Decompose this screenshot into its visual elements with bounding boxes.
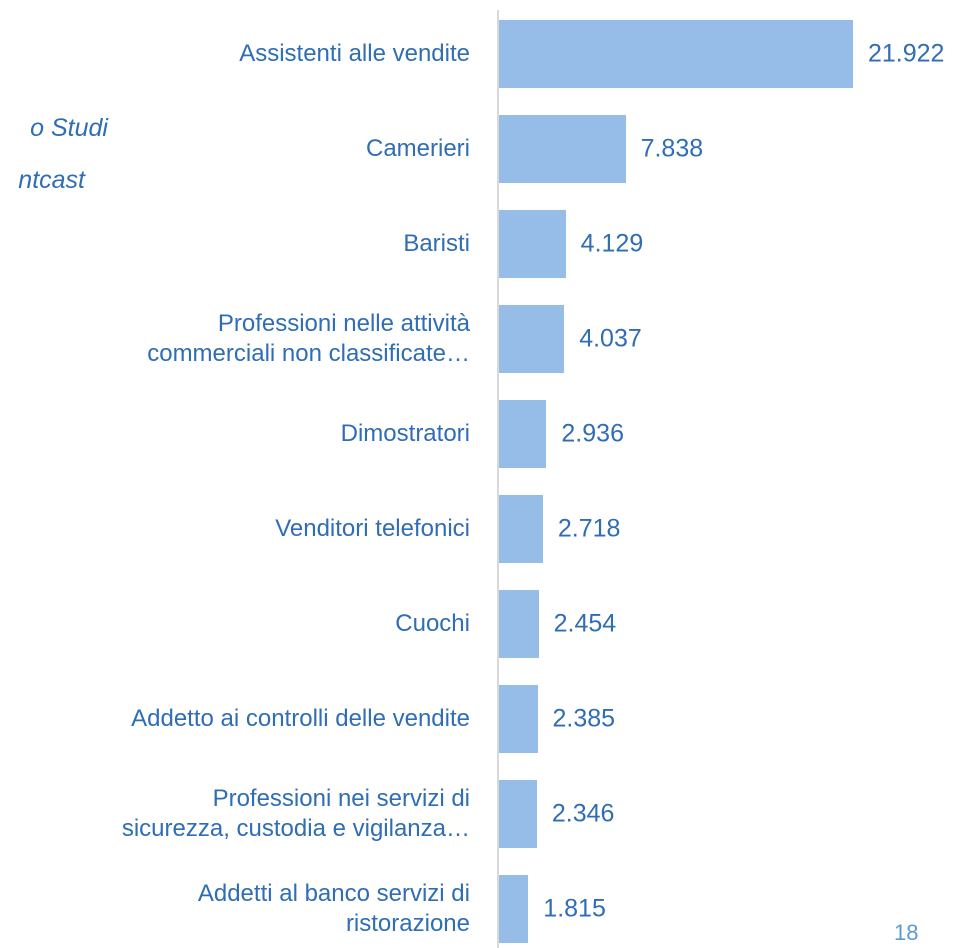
bar bbox=[499, 400, 547, 468]
bar bbox=[499, 875, 529, 943]
bar bbox=[499, 780, 537, 848]
value-label: 4.037 bbox=[579, 324, 642, 353]
category-label: Baristi bbox=[403, 230, 470, 257]
value-label: 2.936 bbox=[561, 419, 624, 448]
side-text: ntcast bbox=[18, 166, 85, 194]
category-label: Dimostratori bbox=[340, 420, 470, 447]
value-label: 7.838 bbox=[640, 134, 704, 163]
bar bbox=[499, 685, 538, 753]
category-label: Cuochi bbox=[395, 610, 470, 637]
value-label: 1.815 bbox=[543, 894, 606, 923]
value-label: 4.129 bbox=[580, 229, 644, 258]
value-label: 2.454 bbox=[553, 609, 617, 638]
bar bbox=[499, 495, 543, 563]
category-label: Professioni nelle attività commerciali n… bbox=[147, 310, 470, 367]
value-label: 21.922 bbox=[868, 39, 945, 68]
category-label: Professioni nei servizi di sicurezza, cu… bbox=[121, 785, 470, 842]
value-label: 2.718 bbox=[557, 514, 621, 543]
value-label: 2.385 bbox=[552, 704, 616, 733]
value-label: 2.346 bbox=[551, 799, 615, 828]
side-text: o Studi bbox=[30, 114, 108, 142]
category-label: Addetti al banco servizi di ristorazione bbox=[197, 880, 470, 937]
bar bbox=[499, 590, 539, 658]
bar bbox=[499, 305, 565, 373]
category-label: Camerieri bbox=[365, 135, 470, 162]
bar bbox=[499, 20, 853, 88]
axis-line bbox=[497, 10, 499, 948]
bar bbox=[499, 115, 626, 183]
category-label: Addetto ai controlli delle vendite bbox=[131, 705, 470, 732]
category-label: Assistenti alle vendite bbox=[239, 40, 470, 67]
page-number: 18 bbox=[894, 920, 919, 945]
bar bbox=[499, 210, 566, 278]
category-label: Venditori telefonici bbox=[275, 515, 470, 542]
